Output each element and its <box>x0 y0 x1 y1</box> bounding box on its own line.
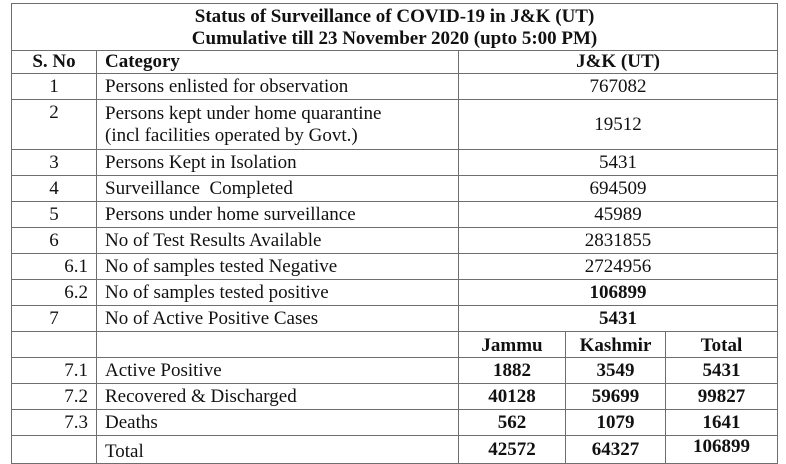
split-total-row: Total 42572 64327 106899 <box>11 435 779 464</box>
row-sno: 6 <box>11 227 97 254</box>
header-sno: S. No <box>11 50 97 74</box>
row-value: 2831855 <box>457 227 779 254</box>
row-jammu: 1882 <box>458 357 566 384</box>
row-kashmir: 1079 <box>565 409 666 436</box>
table-row: 6.1 No of samples tested Negative 272495… <box>11 253 779 280</box>
row-category: No of samples tested positive <box>96 279 459 306</box>
header-total: Total <box>664 331 779 358</box>
table-row: 1 Persons enlisted for observation 76708… <box>11 73 779 100</box>
row-sno: 3 <box>11 149 97 176</box>
row-value: 5431 <box>457 149 779 176</box>
row-jammu: 562 <box>458 409 566 436</box>
table-row: 5 Persons under home surveillance 45989 <box>11 201 779 228</box>
row-value: 694509 <box>457 175 779 202</box>
row-category: No of samples tested Negative <box>96 253 459 280</box>
row-jammu: 42572 <box>458 435 566 464</box>
table-row: 6 No of Test Results Available 2831855 <box>11 227 779 254</box>
row-sno: 7.2 <box>11 383 97 410</box>
row-category: No of Test Results Available <box>96 227 459 254</box>
table-row: 4 Surveillance Completed 694509 <box>11 175 779 202</box>
row-category: Persons enlisted for observation <box>96 73 459 100</box>
row-category: No of Active Positive Cases <box>96 305 459 332</box>
row-sno: 7.3 <box>11 409 97 436</box>
table-row: 3 Persons Kept in Isolation 5431 <box>11 149 779 176</box>
title-line-1: Status of Surveillance of COVID-19 in J&… <box>194 6 595 27</box>
row-value: 2724956 <box>457 253 779 280</box>
row-sno: 5 <box>11 201 97 228</box>
row-sno: 7 <box>11 305 97 332</box>
split-header-row: Jammu Kashmir Total <box>11 331 779 358</box>
header-category: Category <box>96 50 459 74</box>
row-sno: 2 <box>11 99 97 150</box>
row-value: 106899 <box>457 279 779 306</box>
header-kashmir: Kashmir <box>565 331 666 358</box>
row-kashmir: 3549 <box>565 357 666 384</box>
row-category: Recovered & Discharged <box>96 383 459 410</box>
row-value: 767082 <box>457 73 779 100</box>
header-row: S. No Category J&K (UT) <box>11 50 779 74</box>
title-line-2: Cumulative till 23 November 2020 (upto 5… <box>191 28 598 49</box>
header-jammu: Jammu <box>458 331 566 358</box>
row-category: Persons under home surveillance <box>96 201 459 228</box>
covid-surveillance-table: Status of Surveillance of COVID-19 in J&… <box>10 3 779 464</box>
row-sno: 7.1 <box>11 357 97 384</box>
split-row: 7.3 Deaths 562 1079 1641 <box>11 409 779 436</box>
row-category: Persons kept under home quarantine (incl… <box>96 99 459 150</box>
header-value: J&K (UT) <box>457 50 779 74</box>
row-value: 19512 <box>457 99 779 150</box>
row-total: 106899 <box>664 435 779 464</box>
row-sno: 6.2 <box>11 279 97 306</box>
row-jammu: 40128 <box>458 383 566 410</box>
row-value: 5431 <box>457 305 779 332</box>
row-total: 1641 <box>664 409 779 436</box>
row-kashmir: 64327 <box>565 435 666 464</box>
row-category: Active Positive <box>96 357 459 384</box>
row-sno: 1 <box>11 73 97 100</box>
split-row: 7.1 Active Positive 1882 3549 5431 <box>11 357 779 384</box>
row-category-line-2: (incl facilities operated by Govt.) <box>105 124 358 146</box>
row-kashmir: 59699 <box>565 383 666 410</box>
table-row: 2 Persons kept under home quarantine (in… <box>11 99 779 150</box>
table-row: 7 No of Active Positive Cases 5431 <box>11 305 779 332</box>
row-category: Persons Kept in Isolation <box>96 149 459 176</box>
row-sno: 4 <box>11 175 97 202</box>
empty-cell <box>11 331 97 358</box>
row-category: Surveillance Completed <box>96 175 459 202</box>
row-sno: 6.1 <box>11 253 97 280</box>
row-category: Deaths <box>96 409 459 436</box>
row-value: 45989 <box>457 201 779 228</box>
row-total: 5431 <box>664 357 779 384</box>
table-title: Status of Surveillance of COVID-19 in J&… <box>10 3 779 51</box>
row-category-line-1: Persons kept under home quarantine <box>105 102 382 124</box>
title-row: Status of Surveillance of COVID-19 in J&… <box>10 3 779 51</box>
empty-cell <box>96 331 459 358</box>
row-category: Total <box>96 435 459 464</box>
row-total: 99827 <box>664 383 779 410</box>
split-row: 7.2 Recovered & Discharged 40128 59699 9… <box>11 383 779 410</box>
table-row: 6.2 No of samples tested positive 106899 <box>11 279 779 306</box>
row-sno <box>11 435 97 464</box>
